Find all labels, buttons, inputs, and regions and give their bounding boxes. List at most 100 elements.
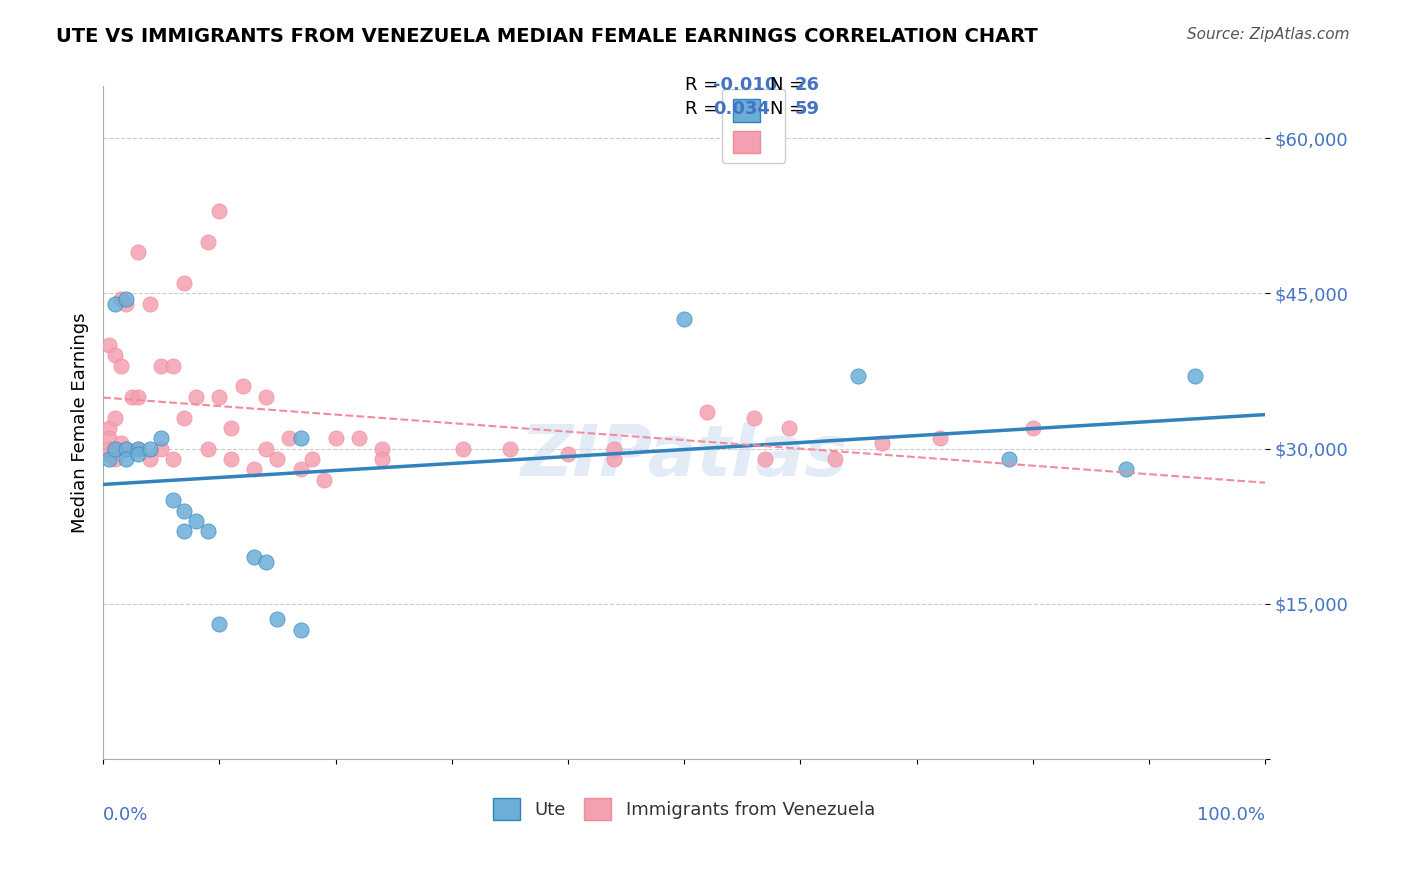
- Text: 59: 59: [794, 100, 820, 118]
- Point: [104, 410, 127, 425]
- Point: [219, 421, 242, 435]
- Point: [848, 369, 870, 384]
- Point: [115, 292, 138, 306]
- Point: [312, 473, 335, 487]
- Point: [104, 442, 127, 456]
- Text: 100.0%: 100.0%: [1197, 806, 1265, 824]
- Point: [138, 442, 160, 456]
- Point: [371, 451, 394, 466]
- Point: [254, 390, 277, 404]
- Point: [499, 442, 522, 456]
- Point: [742, 410, 765, 425]
- Text: -0.010: -0.010: [713, 76, 778, 94]
- Point: [208, 617, 231, 632]
- Point: [243, 550, 266, 565]
- Point: [347, 431, 370, 445]
- Point: [97, 447, 120, 461]
- Point: [290, 462, 312, 476]
- Text: N =: N =: [770, 76, 810, 94]
- Point: [162, 451, 184, 466]
- Point: [254, 442, 277, 456]
- Y-axis label: Median Female Earnings: Median Female Earnings: [72, 312, 89, 533]
- Point: [110, 292, 132, 306]
- Point: [184, 390, 207, 404]
- Point: [127, 442, 149, 456]
- Point: [127, 447, 149, 461]
- Text: N =: N =: [770, 100, 810, 118]
- Point: [673, 312, 696, 326]
- Text: UTE VS IMMIGRANTS FROM VENEZUELA MEDIAN FEMALE EARNINGS CORRELATION CHART: UTE VS IMMIGRANTS FROM VENEZUELA MEDIAN …: [56, 27, 1038, 45]
- Point: [115, 451, 138, 466]
- Point: [696, 405, 718, 419]
- Point: [998, 451, 1021, 466]
- Point: [208, 390, 231, 404]
- Point: [219, 451, 242, 466]
- Point: [603, 451, 626, 466]
- Point: [127, 244, 149, 259]
- Point: [197, 524, 219, 539]
- Point: [266, 612, 288, 626]
- Point: [121, 390, 143, 404]
- Point: [232, 379, 254, 393]
- Point: [278, 431, 301, 445]
- Point: [104, 442, 127, 456]
- Point: [754, 451, 776, 466]
- Point: [127, 390, 149, 404]
- Point: [266, 451, 288, 466]
- Point: [254, 555, 277, 569]
- Point: [197, 442, 219, 456]
- Point: [97, 421, 120, 435]
- Point: [1184, 369, 1206, 384]
- Text: Source: ZipAtlas.com: Source: ZipAtlas.com: [1187, 27, 1350, 42]
- Point: [243, 462, 266, 476]
- Point: [104, 451, 127, 466]
- Point: [325, 431, 347, 445]
- Point: [1115, 462, 1137, 476]
- Point: [104, 296, 127, 310]
- Text: R =: R =: [685, 100, 724, 118]
- Text: ZIPatlas: ZIPatlas: [520, 422, 848, 491]
- Point: [870, 436, 893, 450]
- Point: [173, 524, 195, 539]
- Point: [115, 442, 138, 456]
- Point: [173, 276, 195, 290]
- Point: [301, 451, 323, 466]
- Legend: Ute, Immigrants from Venezuela: Ute, Immigrants from Venezuela: [482, 787, 886, 830]
- Point: [453, 442, 475, 456]
- Text: 26: 26: [794, 76, 820, 94]
- Point: [97, 442, 120, 456]
- Point: [162, 359, 184, 373]
- Point: [97, 431, 120, 445]
- Point: [150, 359, 173, 373]
- Point: [824, 451, 846, 466]
- Point: [371, 442, 394, 456]
- Point: [115, 296, 138, 310]
- Point: [184, 514, 207, 528]
- Point: [127, 442, 149, 456]
- Point: [138, 451, 160, 466]
- Point: [97, 338, 120, 352]
- Point: [150, 431, 173, 445]
- Text: R =: R =: [685, 76, 724, 94]
- Point: [557, 447, 579, 461]
- Point: [197, 235, 219, 249]
- Point: [104, 348, 127, 362]
- Point: [778, 421, 800, 435]
- Text: 0.0%: 0.0%: [103, 806, 149, 824]
- Point: [97, 451, 120, 466]
- Point: [603, 442, 626, 456]
- Point: [1021, 421, 1043, 435]
- Point: [290, 431, 312, 445]
- Point: [290, 623, 312, 637]
- Point: [162, 493, 184, 508]
- Point: [110, 436, 132, 450]
- Point: [150, 442, 173, 456]
- Point: [138, 296, 160, 310]
- Point: [173, 503, 195, 517]
- Point: [208, 203, 231, 218]
- Point: [928, 431, 950, 445]
- Point: [173, 410, 195, 425]
- Point: [110, 359, 132, 373]
- Text: 0.034: 0.034: [713, 100, 769, 118]
- Point: [115, 442, 138, 456]
